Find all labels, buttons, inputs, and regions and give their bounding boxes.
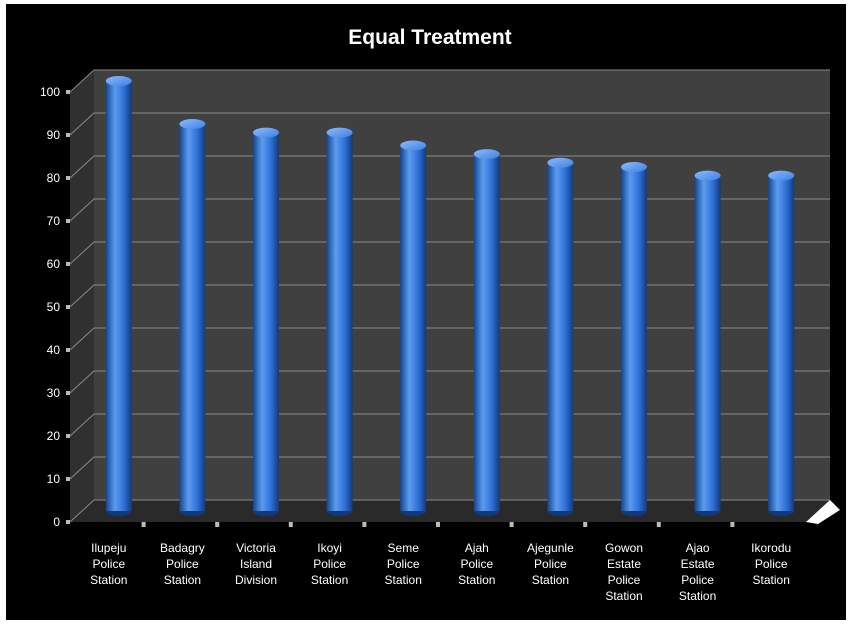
bar (694, 170, 721, 516)
gridline (69, 456, 830, 480)
bar (253, 127, 279, 516)
x-category-label: Ajegunle Police Station (527, 541, 574, 587)
chart-title: Equal Treatment (348, 26, 511, 49)
bar (326, 127, 353, 516)
x-tick-mark (288, 522, 293, 527)
y-tick-mark (66, 348, 70, 352)
gridline (69, 69, 830, 93)
x-category-label: Ikorodu Police Station (751, 541, 791, 587)
x-category-label: Ajao Estate Police Station (679, 541, 716, 603)
y-tick-mark (66, 477, 70, 481)
y-tick-mark (66, 391, 70, 395)
x-category-label: Ilupeju Police Station (90, 541, 127, 587)
gridline (69, 198, 830, 222)
chart-frame: Equal Treatment 0 10 20 30 40 50 60 70 80 90 100 I… (6, 4, 846, 620)
bar-chart: Equal Treatment 0 10 20 30 40 50 60 70 80 90 100 I… (40, 26, 840, 603)
x-category-label: Ajah Police Station (458, 541, 495, 587)
x-category-label: Seme Police Station (385, 541, 422, 587)
y-tick-mark (66, 520, 70, 524)
y-tick-label: 30 (47, 386, 61, 400)
y-tick-mark (66, 262, 70, 266)
x-tick-mark (215, 522, 220, 527)
bar (547, 157, 574, 516)
y-tick-mark (66, 176, 70, 180)
y-tick-label: 90 (47, 128, 61, 142)
gridline (69, 155, 830, 179)
y-tick-mark (66, 90, 70, 94)
y-tick-mark (66, 305, 70, 309)
bar (400, 140, 427, 516)
x-tick-mark (656, 522, 661, 527)
gridline (69, 370, 830, 394)
x-tick-mark (730, 522, 735, 527)
x-tick-mark (362, 522, 367, 527)
bar (621, 162, 647, 516)
bar (179, 119, 206, 516)
x-tick-mark (436, 522, 440, 527)
chart-corner-mark (806, 500, 840, 524)
gridline (69, 327, 830, 351)
gridline (69, 413, 830, 437)
x-category-label: Victoria Island Division (235, 541, 277, 587)
x-category-label: Gowon Estate Police Station (605, 541, 643, 603)
y-tick-label: 60 (47, 257, 61, 271)
gridlines (69, 69, 830, 523)
y-tick-label: 20 (47, 429, 61, 443)
y-tick-label: 100 (40, 85, 60, 99)
y-tick-label: 70 (47, 214, 61, 228)
y-tick-mark (66, 434, 70, 438)
y-tick-label: 80 (47, 171, 61, 185)
x-category-label: Badagry Police Station (160, 541, 205, 587)
y-tick-label: 10 (47, 472, 61, 486)
bar (105, 76, 132, 516)
x-axis-labels: Ilupeju Police Station Badagry Police Station… (90, 522, 791, 603)
x-tick-mark (141, 522, 146, 527)
y-tick-label: 50 (47, 300, 61, 314)
x-category-label: Ikoyi Police Station (311, 541, 348, 587)
bar (768, 170, 795, 516)
y-tick-label: 40 (47, 343, 61, 357)
gridline (69, 112, 830, 136)
gridline (69, 241, 830, 265)
y-tick-label: 0 (53, 515, 60, 529)
x-tick-mark (583, 522, 588, 527)
bar (473, 149, 500, 516)
gridline (69, 499, 830, 523)
bars (105, 76, 795, 516)
x-tick-mark (509, 522, 514, 527)
gridline (69, 284, 830, 308)
y-tick-mark (66, 133, 70, 137)
y-tick-mark (66, 219, 70, 223)
y-axis: 0 10 20 30 40 50 60 70 80 90 100 (40, 85, 70, 529)
